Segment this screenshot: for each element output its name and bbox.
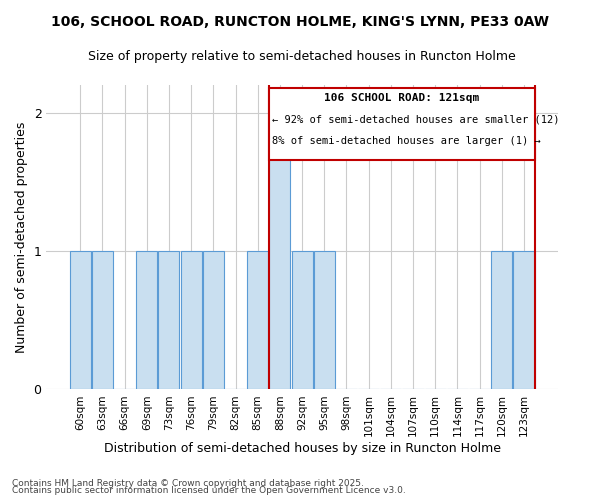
Y-axis label: Number of semi-detached properties: Number of semi-detached properties — [15, 122, 28, 353]
Bar — [292, 251, 313, 390]
Bar — [136, 251, 157, 390]
Title: Size of property relative to semi-detached houses in Runcton Holme: Size of property relative to semi-detach… — [88, 50, 516, 63]
Text: Contains public sector information licensed under the Open Government Licence v3: Contains public sector information licen… — [12, 486, 406, 495]
Bar — [70, 251, 91, 390]
X-axis label: Distribution of semi-detached houses by size in Runcton Holme: Distribution of semi-detached houses by … — [104, 442, 500, 455]
Bar — [247, 251, 268, 390]
Bar — [314, 251, 335, 390]
Text: 106, SCHOOL ROAD, RUNCTON HOLME, KING'S LYNN, PE33 0AW: 106, SCHOOL ROAD, RUNCTON HOLME, KING'S … — [51, 15, 549, 29]
Bar — [491, 251, 512, 390]
Bar — [514, 251, 535, 390]
Bar — [158, 251, 179, 390]
Bar — [203, 251, 224, 390]
Text: Contains HM Land Registry data © Crown copyright and database right 2025.: Contains HM Land Registry data © Crown c… — [12, 478, 364, 488]
Bar — [269, 88, 535, 160]
Bar — [269, 112, 290, 390]
Text: 106 SCHOOL ROAD: 121sqm: 106 SCHOOL ROAD: 121sqm — [325, 94, 479, 104]
Bar — [181, 251, 202, 390]
Text: 8% of semi-detached houses are larger (1) →: 8% of semi-detached houses are larger (1… — [272, 136, 541, 146]
Text: ← 92% of semi-detached houses are smaller (12): ← 92% of semi-detached houses are smalle… — [272, 114, 559, 124]
Bar — [92, 251, 113, 390]
